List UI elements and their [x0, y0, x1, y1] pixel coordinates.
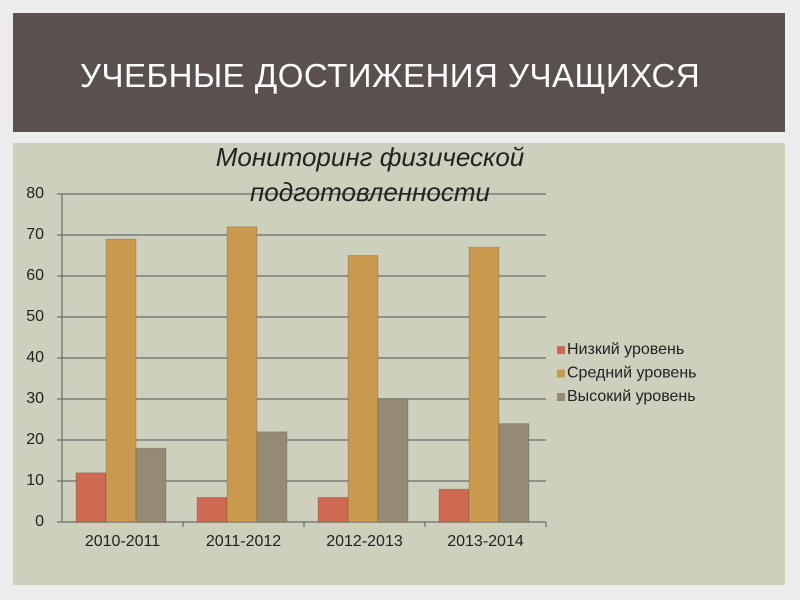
y-tick-label: 70	[26, 226, 44, 243]
y-tick-label: 0	[35, 513, 44, 530]
legend-swatch	[557, 393, 565, 401]
bar	[135, 447, 167, 523]
legend-label: Средний уровень	[567, 365, 697, 382]
bar	[256, 431, 288, 523]
y-tick-label: 80	[26, 185, 44, 202]
bar	[347, 255, 379, 523]
legend-swatch	[557, 346, 565, 354]
bar	[317, 496, 349, 523]
header: УЧЕБНЫЕ ДОСТИЖЕНИЯ УЧАЩИХСЯ	[13, 13, 785, 132]
bar	[468, 246, 500, 523]
y-tick-label: 10	[26, 472, 44, 489]
y-tick-label: 40	[26, 349, 44, 366]
bar	[498, 423, 530, 523]
legend-label: Высокий уровень	[567, 388, 696, 405]
legend-label: Низкий уровень	[567, 341, 684, 358]
chart-title: Мониторинг физической подготовленности	[215, 142, 525, 207]
bar	[377, 398, 409, 523]
bar	[196, 496, 228, 523]
bar	[105, 238, 137, 523]
x-tick-label: 2012-2013	[326, 533, 403, 550]
y-tick-label: 60	[26, 267, 44, 284]
legend-swatch	[557, 369, 565, 378]
bar	[226, 226, 258, 523]
y-tick-label: 50	[26, 308, 44, 325]
bar	[438, 488, 470, 523]
bar	[75, 472, 107, 523]
x-tick-label: 2010-2011	[85, 533, 160, 550]
y-tick-label: 20	[26, 431, 44, 448]
x-tick-label: 2013-2014	[447, 533, 524, 550]
x-tick-label: 2011-2012	[206, 533, 281, 550]
header-title: УЧЕБНЫЕ ДОСТИЖЕНИЯ УЧАЩИХСЯ	[80, 57, 701, 94]
y-tick-label: 30	[26, 390, 44, 407]
